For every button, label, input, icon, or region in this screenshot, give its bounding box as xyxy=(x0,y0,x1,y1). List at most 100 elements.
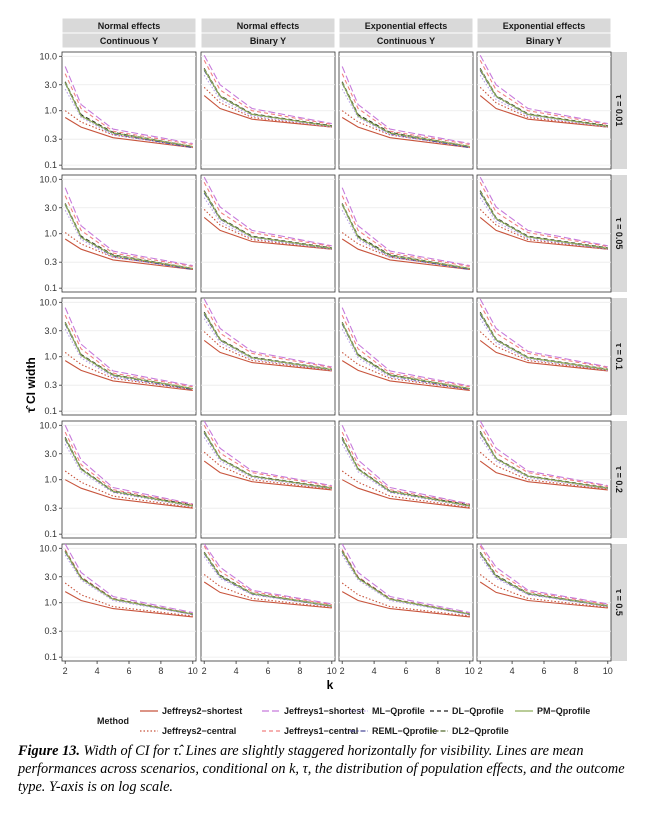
series-line xyxy=(203,312,332,371)
y-tick-label: 3.0 xyxy=(44,572,57,582)
y-tick-label: 10.0 xyxy=(39,543,57,553)
faceted-line-chart: Normal effects Continuous Y Normal effects… xyxy=(24,17,627,736)
series-line xyxy=(341,554,470,616)
series-line xyxy=(203,581,332,609)
y-tick-label: 3.0 xyxy=(44,326,57,336)
x-tick-label: 6 xyxy=(126,666,131,676)
series-line xyxy=(479,545,608,606)
series-line xyxy=(203,216,332,250)
series-line xyxy=(203,191,332,249)
series-line xyxy=(203,68,332,127)
series-line xyxy=(479,420,608,487)
facet-strip-outcome xyxy=(476,32,612,49)
facet-label-tau: τ = 0.01 xyxy=(614,95,624,127)
y-tick-label: 3.0 xyxy=(44,203,57,213)
y-tick-label: 1.0 xyxy=(44,352,57,362)
series-line xyxy=(479,298,608,368)
series-line xyxy=(479,339,608,372)
facet-label-distribution: Exponential effects xyxy=(503,21,586,31)
series-line xyxy=(203,425,332,488)
facet-strip-outcome xyxy=(61,32,197,49)
series-line xyxy=(64,591,193,618)
x-tick-label: 2 xyxy=(340,666,345,676)
series-line xyxy=(203,182,332,248)
series-line xyxy=(341,187,470,267)
series-line xyxy=(341,543,470,614)
series-line xyxy=(64,66,193,145)
series-line xyxy=(479,86,608,128)
series-line xyxy=(341,238,470,271)
facet-strip-outcome xyxy=(200,32,336,49)
facet-label-tau: τ = 0.5 xyxy=(614,589,624,616)
series-line xyxy=(203,197,332,250)
series-line xyxy=(203,95,332,128)
series-line xyxy=(203,451,332,490)
y-tick-label: 1.0 xyxy=(44,598,57,608)
series-line xyxy=(479,331,608,371)
series-line xyxy=(64,322,193,390)
y-tick-label: 3.0 xyxy=(44,449,57,459)
series-line xyxy=(479,176,608,247)
series-line xyxy=(479,318,608,371)
series-line xyxy=(479,425,608,488)
facet-label-distribution: Exponential effects xyxy=(365,21,448,31)
facet-strip-tau xyxy=(611,544,627,661)
series-line xyxy=(341,314,470,388)
x-tick-label: 6 xyxy=(265,666,270,676)
x-tick-label: 4 xyxy=(372,666,377,676)
y-tick-label: 1.0 xyxy=(44,229,57,239)
series-line xyxy=(64,82,193,148)
x-tick-label: 8 xyxy=(573,666,578,676)
series-line xyxy=(341,195,470,268)
x-tick-label: 10 xyxy=(465,666,475,676)
series-line xyxy=(341,203,470,270)
y-tick-label: 0.1 xyxy=(44,652,57,662)
series-line xyxy=(64,479,193,509)
facet-label-tau: τ = 0.1 xyxy=(614,343,624,370)
x-tick-label: 8 xyxy=(297,666,302,676)
series-line xyxy=(203,59,332,125)
series-line xyxy=(203,209,332,250)
x-tick-label: 8 xyxy=(158,666,163,676)
legend-label: ML−Qprofile xyxy=(372,706,425,716)
series-line xyxy=(341,82,470,148)
x-tick-label: 6 xyxy=(403,666,408,676)
y-tick-label: 10.0 xyxy=(39,51,57,61)
x-tick-label: 2 xyxy=(202,666,207,676)
y-tick-label: 0.1 xyxy=(44,283,57,293)
y-tick-label: 0.1 xyxy=(44,406,57,416)
series-line xyxy=(341,117,470,149)
series-line xyxy=(203,298,332,368)
y-tick-label: 0.1 xyxy=(44,529,57,539)
series-line xyxy=(64,73,193,146)
facet-label-tau: τ = 0.05 xyxy=(614,218,624,250)
x-tick-label: 2 xyxy=(478,666,483,676)
series-line xyxy=(64,88,193,149)
series-line xyxy=(64,360,193,392)
series-line xyxy=(203,86,332,128)
series-line xyxy=(64,238,193,271)
series-line xyxy=(479,74,608,128)
series-line xyxy=(64,203,193,270)
series-line xyxy=(479,95,608,128)
legend-title: Method xyxy=(97,716,129,726)
series-line xyxy=(64,554,193,616)
series-line xyxy=(479,437,608,490)
series-line xyxy=(479,304,608,369)
legend-label: REML−Qprofile xyxy=(372,726,437,736)
x-tick-label: 10 xyxy=(603,666,613,676)
y-tick-label: 10.0 xyxy=(39,420,57,430)
series-line xyxy=(203,74,332,128)
series-line xyxy=(341,425,470,505)
legend-label: Jeffreys1−shortest xyxy=(284,706,364,716)
facet-label-outcome: Binary Y xyxy=(526,36,562,46)
y-tick-label: 0.3 xyxy=(44,257,57,267)
facet-strip-tau xyxy=(611,175,627,292)
series-line xyxy=(341,322,470,390)
series-line xyxy=(64,314,193,388)
y-tick-label: 3.0 xyxy=(44,80,57,90)
x-tick-label: 6 xyxy=(541,666,546,676)
facet-strip-tau xyxy=(611,421,627,538)
y-tick-label: 10.0 xyxy=(39,174,57,184)
caption-text: Width of CI for τ̂. Lines are slightly s… xyxy=(18,743,625,795)
